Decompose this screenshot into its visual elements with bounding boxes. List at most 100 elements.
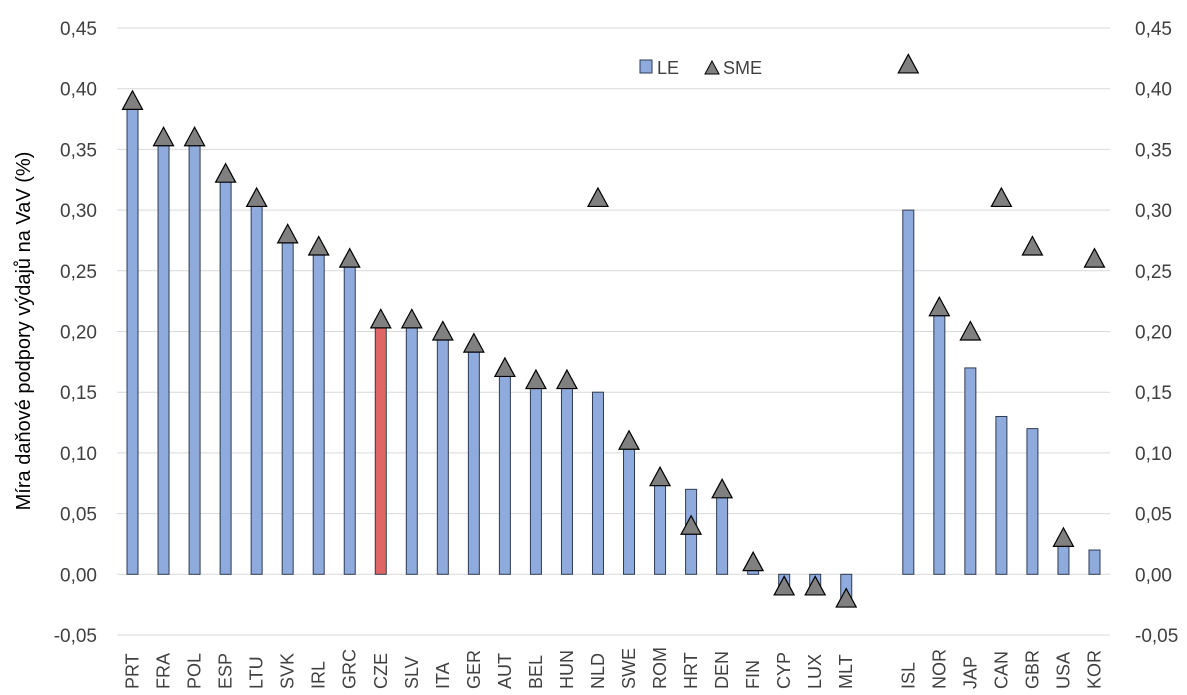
marker-kor xyxy=(1083,247,1106,268)
marker-fin xyxy=(742,550,765,572)
marker-pol xyxy=(183,125,206,147)
legend-label-le: LE xyxy=(657,58,679,78)
bar-hun xyxy=(560,379,573,575)
bar-den xyxy=(716,488,729,575)
x-axis: PRT FRA POL ESP LTU SVK IRL GRC CZE SLV ITA GER AUT B… xyxy=(123,647,1105,689)
bar-series xyxy=(126,100,1101,600)
category-label: HUN xyxy=(557,650,577,689)
marker-usa xyxy=(1052,526,1075,547)
category-label: IRL xyxy=(309,661,329,689)
y-tick-label-left: 0,30 xyxy=(60,201,97,222)
y-tick-label-right: 0,00 xyxy=(1135,565,1172,586)
bar-grc xyxy=(343,258,356,575)
y-axis-left: -0,05 0,00 0,05 0,10 0,15 0,20 0,25 0,30 0,35 0,4… xyxy=(54,19,97,647)
category-label: JAP xyxy=(960,656,980,689)
category-label: FIN xyxy=(743,660,763,689)
bar-pol xyxy=(188,136,201,575)
bar-cze xyxy=(374,318,387,575)
bar-can xyxy=(995,415,1008,575)
bar-slv xyxy=(405,318,418,575)
category-label: DEN xyxy=(712,651,732,689)
y-axis-label: Míra daňové podpory výdajů na VaV (%) xyxy=(13,152,35,511)
y-tick-label-right: 0,20 xyxy=(1135,323,1172,344)
category-label: ITA xyxy=(433,662,453,689)
bar-rom xyxy=(654,476,667,575)
category-label: LTU xyxy=(247,656,267,689)
category-label: SWE xyxy=(619,648,639,689)
bar-irl xyxy=(312,246,325,575)
y-tick-label-right: 0,05 xyxy=(1135,505,1172,526)
y-tick-label-left: 0,00 xyxy=(60,565,97,586)
category-label: PRT xyxy=(123,653,143,689)
y-tick-label-right: 0,30 xyxy=(1135,201,1172,222)
category-label: GER xyxy=(464,650,484,689)
y-tick-label-left: 0,05 xyxy=(60,505,97,526)
bar-kor xyxy=(1088,549,1101,575)
y-tick-label-left: 0,15 xyxy=(60,383,97,404)
marker-lux xyxy=(804,575,827,596)
y-tick-label-left: 0,10 xyxy=(60,444,97,465)
marker-bel xyxy=(524,368,547,390)
bar-fra xyxy=(157,136,170,575)
category-label: ESP xyxy=(216,653,236,689)
category-label: NOR xyxy=(929,649,949,689)
marker-den xyxy=(711,478,734,499)
legend-label-sme: SME xyxy=(723,58,762,78)
marker-irl xyxy=(307,235,330,256)
category-label: GRC xyxy=(340,649,360,689)
bar-esp xyxy=(219,173,232,575)
y-tick-label-right: 0,15 xyxy=(1135,383,1172,404)
marker-cze xyxy=(369,308,392,329)
y-tick-label-left: -0,05 xyxy=(54,626,97,647)
marker-grc xyxy=(338,247,361,268)
bar-nor xyxy=(933,306,946,575)
category-label: FRA xyxy=(154,653,174,689)
bar-prt xyxy=(126,100,139,575)
y-tick-label-left: 0,40 xyxy=(60,80,97,101)
marker-rom xyxy=(649,465,672,487)
marker-ltu xyxy=(245,186,268,208)
marker-series xyxy=(121,53,1106,608)
category-label: NLD xyxy=(588,653,608,689)
bar-jap xyxy=(964,367,977,575)
bar-aut xyxy=(498,367,511,575)
marker-esp xyxy=(214,162,237,183)
marker-aut xyxy=(493,356,516,378)
marker-swe xyxy=(618,429,641,450)
y-axis-right: -0,05 0,00 0,05 0,10 0,15 0,20 0,25 0,30 0,35 0,4… xyxy=(1135,19,1178,647)
marker-ita xyxy=(431,320,454,341)
bar-nld xyxy=(591,391,604,575)
category-label: SVK xyxy=(278,653,298,689)
bar-ita xyxy=(436,331,449,575)
y-tick-label-right: 0,10 xyxy=(1135,444,1172,465)
bar-bel xyxy=(529,379,542,575)
y-tick-label-left: 0,35 xyxy=(60,140,97,161)
category-label: USA xyxy=(1053,652,1073,689)
category-label: MLT xyxy=(836,654,856,689)
category-label: CYP xyxy=(774,652,794,689)
marker-jap xyxy=(959,320,982,341)
y-tick-label-right: 0,40 xyxy=(1135,80,1172,101)
marker-ger xyxy=(462,332,485,353)
category-label: POL xyxy=(185,653,205,689)
bar-ltu xyxy=(250,197,263,575)
y-tick-label-right: 0,45 xyxy=(1135,19,1172,40)
category-label: HRT xyxy=(681,652,701,689)
category-label: AUT xyxy=(495,653,515,689)
category-label: ISL xyxy=(898,662,918,689)
marker-svk xyxy=(276,223,299,244)
marker-gbr xyxy=(1021,235,1044,256)
marker-hrt xyxy=(680,514,703,535)
marker-isl xyxy=(897,53,920,74)
bar-svk xyxy=(281,233,294,575)
category-label: GBR xyxy=(1022,650,1042,689)
marker-slv xyxy=(400,308,423,329)
y-tick-label-right: 0,25 xyxy=(1135,262,1172,283)
bar-ger xyxy=(467,343,480,575)
marker-fra xyxy=(152,125,175,147)
category-label: BEL xyxy=(526,655,546,689)
bar-gbr xyxy=(1026,428,1039,575)
marker-nor xyxy=(928,295,951,317)
